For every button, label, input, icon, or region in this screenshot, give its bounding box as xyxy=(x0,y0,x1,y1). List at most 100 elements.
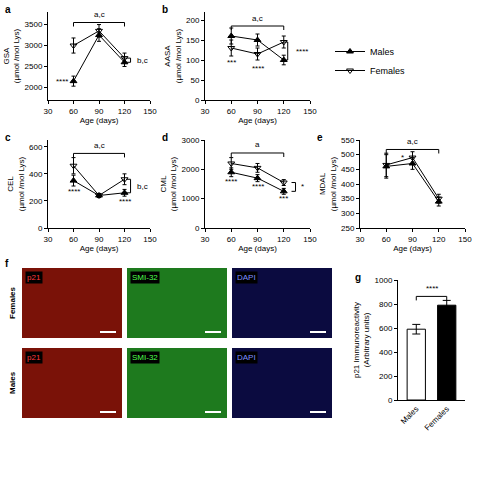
svg-text:90: 90 xyxy=(253,107,262,116)
svg-text:150: 150 xyxy=(303,235,317,244)
svg-text:600: 600 xyxy=(29,143,43,152)
svg-text:a: a xyxy=(5,4,11,15)
svg-text:60: 60 xyxy=(69,107,78,116)
svg-text:Females: Females xyxy=(8,286,17,319)
svg-text:****: **** xyxy=(56,77,68,86)
svg-text:0: 0 xyxy=(388,396,393,405)
svg-text:****: **** xyxy=(296,47,308,56)
svg-text:Age (days): Age (days) xyxy=(238,116,277,125)
svg-text:600: 600 xyxy=(379,324,393,333)
svg-text:0: 0 xyxy=(38,224,43,233)
svg-text:120: 120 xyxy=(432,235,446,244)
svg-text:Age (days): Age (days) xyxy=(393,244,432,253)
svg-text:Age (days): Age (days) xyxy=(80,116,119,125)
svg-text:90: 90 xyxy=(253,235,262,244)
svg-text:p21 Immunoreactivity(Arbitrary: p21 Immunoreactivity(Arbitrary units) xyxy=(352,302,371,378)
svg-text:a,c: a,c xyxy=(94,141,105,150)
svg-text:550: 550 xyxy=(341,136,355,145)
svg-text:1000: 1000 xyxy=(375,276,393,285)
svg-text:30: 30 xyxy=(356,235,365,244)
svg-text:b,c: b,c xyxy=(137,56,148,65)
svg-text:90: 90 xyxy=(408,235,417,244)
svg-text:Age (days): Age (days) xyxy=(80,244,119,253)
svg-text:300: 300 xyxy=(341,209,355,218)
svg-text:c: c xyxy=(5,132,11,143)
svg-text:90: 90 xyxy=(95,107,104,116)
svg-text:b: b xyxy=(162,4,168,15)
svg-text:1000: 1000 xyxy=(182,194,200,203)
svg-text:2000: 2000 xyxy=(182,165,200,174)
svg-text:3000: 3000 xyxy=(25,41,43,50)
svg-text:Age (days): Age (days) xyxy=(238,244,277,253)
svg-text:200: 200 xyxy=(186,16,200,25)
svg-text:450: 450 xyxy=(341,165,355,174)
svg-text:****: **** xyxy=(68,187,80,196)
svg-text:30: 30 xyxy=(44,107,53,116)
svg-text:****: **** xyxy=(426,284,438,293)
svg-text:a,c: a,c xyxy=(407,137,418,146)
svg-text:b,c: b,c xyxy=(137,182,148,191)
svg-text:Females: Females xyxy=(370,66,405,76)
svg-text:p21: p21 xyxy=(27,273,41,282)
svg-text:400: 400 xyxy=(379,348,393,357)
svg-text:0: 0 xyxy=(195,224,200,233)
svg-text:400: 400 xyxy=(29,170,43,179)
svg-text:90: 90 xyxy=(95,235,104,244)
svg-text:0: 0 xyxy=(195,96,200,105)
svg-text:350: 350 xyxy=(341,194,355,203)
svg-text:a,c: a,c xyxy=(94,10,105,19)
svg-text:***: *** xyxy=(227,58,236,67)
svg-text:150: 150 xyxy=(143,107,157,116)
svg-text:120: 120 xyxy=(118,107,132,116)
svg-text:400: 400 xyxy=(341,180,355,189)
svg-text:30: 30 xyxy=(44,235,53,244)
svg-text:p21: p21 xyxy=(27,353,41,362)
svg-text:****: **** xyxy=(252,64,264,73)
svg-text:50: 50 xyxy=(190,76,199,85)
svg-text:120: 120 xyxy=(277,235,291,244)
svg-text:****: **** xyxy=(225,177,237,186)
svg-text:60: 60 xyxy=(227,107,236,116)
svg-text:30: 30 xyxy=(201,107,210,116)
svg-text:2500: 2500 xyxy=(25,62,43,71)
svg-text:Males: Males xyxy=(8,371,17,394)
svg-text:SMI-32: SMI-32 xyxy=(132,273,158,282)
svg-text:30: 30 xyxy=(201,235,210,244)
svg-text:120: 120 xyxy=(277,107,291,116)
svg-text:2000: 2000 xyxy=(25,83,43,92)
svg-text:3000: 3000 xyxy=(182,136,200,145)
svg-text:60: 60 xyxy=(382,235,391,244)
svg-text:Females: Females xyxy=(423,404,451,432)
svg-text:*: * xyxy=(401,153,404,162)
svg-text:****: **** xyxy=(119,197,131,206)
svg-text:150: 150 xyxy=(143,235,157,244)
svg-text:*: * xyxy=(301,182,304,191)
svg-text:CEL(µmol /mol Lys): CEL(µmol /mol Lys) xyxy=(6,156,25,211)
svg-text:150: 150 xyxy=(458,235,472,244)
svg-text:e: e xyxy=(317,132,323,143)
svg-text:60: 60 xyxy=(69,235,78,244)
svg-text:DAPI: DAPI xyxy=(237,273,256,282)
svg-text:800: 800 xyxy=(379,300,393,309)
svg-text:a,c: a,c xyxy=(252,14,263,23)
svg-text:GSA(µmol /mol Lys): GSA(µmol /mol Lys) xyxy=(2,28,21,83)
svg-text:g: g xyxy=(355,272,361,283)
svg-text:d: d xyxy=(162,132,168,143)
svg-text:AASA(µmol /mol Lys): AASA(µmol /mol Lys) xyxy=(163,28,182,83)
svg-text:***: *** xyxy=(279,194,288,203)
svg-text:60: 60 xyxy=(227,235,236,244)
svg-text:f: f xyxy=(5,258,9,269)
svg-text:Males: Males xyxy=(370,47,395,57)
svg-text:Males: Males xyxy=(399,404,420,425)
svg-text:200: 200 xyxy=(379,372,393,381)
svg-text:CML(µmol /mol Lys): CML(µmol /mol Lys) xyxy=(159,156,178,211)
svg-text:200: 200 xyxy=(29,197,43,206)
svg-text:a: a xyxy=(255,140,260,149)
svg-text:250: 250 xyxy=(341,224,355,233)
svg-text:****: **** xyxy=(252,182,264,191)
svg-text:500: 500 xyxy=(341,150,355,159)
svg-text:3500: 3500 xyxy=(25,20,43,29)
svg-text:120: 120 xyxy=(118,235,132,244)
svg-text:DAPI: DAPI xyxy=(237,353,256,362)
svg-text:150: 150 xyxy=(303,107,317,116)
